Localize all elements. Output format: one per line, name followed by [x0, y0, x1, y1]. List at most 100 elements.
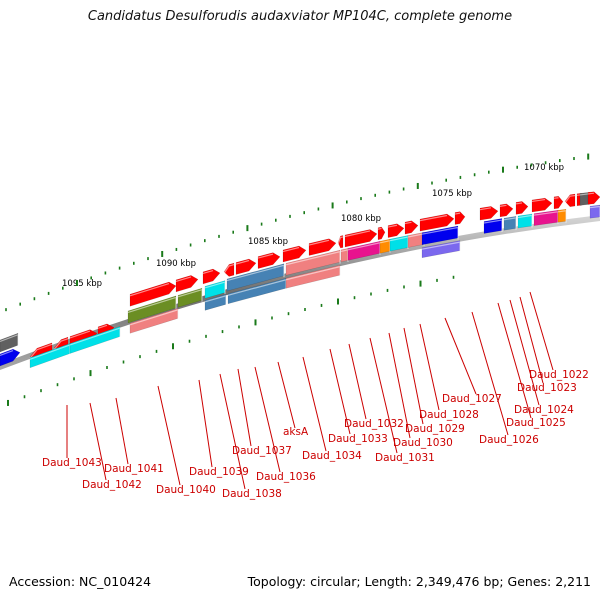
gene-label-daud-1025: Daud_1025 — [506, 417, 566, 429]
gene-forward-shine — [531, 198, 546, 203]
gene-forward-shine — [564, 194, 576, 204]
gene-label-daud-1028: Daud_1028 — [419, 409, 479, 421]
gene-forward — [564, 193, 576, 207]
gene-lane-shine — [53, 338, 69, 351]
gene-label-daud-1029: Daud_1029 — [405, 423, 465, 435]
gene-lane-shine — [204, 281, 226, 295]
gene-forward-shine — [235, 259, 250, 265]
leader-line — [302, 356, 327, 452]
gene-label-daud-1027: Daud_1027 — [442, 393, 502, 405]
gene-label-daud-1031: Daud_1031 — [375, 452, 435, 464]
gene-inner-shine — [204, 295, 227, 306]
gene-label-daud-1040: Daud_1040 — [156, 484, 216, 496]
gene-forward-shine — [499, 204, 507, 207]
gene-label-daud-1038: Daud_1038 — [222, 488, 282, 500]
gene-forward — [515, 201, 529, 215]
gene-label-daud-1024: Daud_1024 — [514, 404, 574, 416]
gene-forward — [377, 226, 386, 241]
ruler-ticks — [5, 153, 590, 406]
gene-lane-shine — [0, 350, 14, 357]
gene-inner-shine — [285, 265, 341, 281]
genome-summary-text: Topology: circular; Length: 2,349,476 bp… — [247, 574, 591, 589]
gene-forward — [479, 206, 499, 221]
leader-line — [277, 361, 296, 429]
leader-line — [157, 385, 181, 486]
leader-line — [471, 311, 509, 436]
gene-lane-shine — [97, 324, 108, 329]
accession-text: Accession: NC_010424 — [9, 574, 152, 589]
gene-label-daud-1034: Daud_1034 — [302, 450, 362, 462]
leader-line — [519, 296, 544, 384]
gene-label-daud-1022: Daud_1022 — [529, 369, 589, 381]
gene-forward-shine — [308, 239, 330, 246]
ruler-label-1090: 1090 kbp — [156, 259, 196, 269]
gene-lane-shine — [177, 288, 203, 302]
gene-lane-shine — [589, 205, 600, 219]
gene-forward-shine — [377, 227, 382, 230]
gene-forward-shine — [202, 269, 214, 274]
gene-forward-shine — [553, 197, 559, 199]
gene-lane-shine — [483, 219, 503, 233]
gene-lane-shine — [127, 296, 177, 314]
gene-label-daud-1041: Daud_1041 — [104, 463, 164, 475]
gene-labels: Daud_1043 Daud_1042 Daud_1041 Daud_1040 … — [42, 369, 589, 500]
gene-lane-shine — [421, 226, 459, 240]
gene-inner-shine — [421, 241, 461, 253]
leader-line — [444, 317, 477, 395]
gene-label-daud-1039: Daud_1039 — [189, 466, 249, 478]
gene-lane-shine — [69, 330, 91, 339]
leader-line — [497, 302, 532, 419]
gene-lane-shine — [517, 214, 533, 228]
gene-label-daud-1023: Daud_1023 — [517, 382, 577, 394]
gene-forward — [404, 220, 419, 235]
leader-line — [369, 337, 398, 454]
leader-line — [348, 343, 367, 420]
gene-label-daud-1036: Daud_1036 — [256, 471, 316, 483]
leader-line — [403, 327, 424, 425]
ruler-label-1075: 1075 kbp — [432, 189, 472, 199]
gene-forward-shine — [404, 221, 412, 225]
leader-line — [329, 348, 351, 435]
leader-line — [419, 323, 440, 411]
gene-forward-shine — [282, 246, 300, 253]
gene-forward — [499, 203, 514, 218]
gene-forward — [531, 197, 553, 213]
gene-forward — [419, 213, 455, 232]
gene-features — [0, 191, 600, 369]
leader-line — [388, 332, 411, 439]
gene-label-daud-1043: Daud_1043 — [42, 457, 102, 469]
gene-lane-shine — [226, 264, 285, 282]
gene-forward — [553, 195, 564, 210]
leader-line — [237, 368, 252, 447]
gene-forward-shine — [344, 230, 371, 238]
leader-line — [529, 291, 554, 371]
gene-forward — [223, 262, 235, 277]
gene-lane-shine — [29, 343, 53, 359]
gene-forward — [587, 191, 600, 205]
leader-line — [89, 402, 107, 481]
gene-label-daud-1026: Daud_1026 — [479, 434, 539, 446]
gene-label-daud-1032: Daud_1032 — [344, 418, 404, 430]
gene-forward — [454, 211, 466, 225]
ruler-label-1085: 1085 kbp — [248, 237, 288, 247]
gene-label-daud-1033: Daud_1033 — [328, 433, 388, 445]
gene-forward-shine — [587, 192, 595, 195]
gene-label-leaders — [66, 291, 554, 490]
ruler-label-1070: 1070 kbp — [524, 163, 564, 173]
gene-label-daud-1037: Daud_1037 — [232, 445, 292, 457]
ruler-label-1080: 1080 kbp — [341, 214, 381, 224]
gene-forward — [387, 223, 405, 238]
gene-forward-shine — [175, 276, 192, 282]
gene-forward — [344, 229, 378, 248]
gene-forward-shine — [454, 212, 461, 215]
leader-line — [115, 397, 129, 465]
gene-forward-shine — [0, 333, 19, 347]
leader-line — [198, 379, 213, 468]
leader-line — [254, 366, 281, 473]
leader-line — [219, 373, 246, 490]
gene-lane-shine — [557, 210, 567, 223]
gene-forward-shine — [129, 282, 170, 297]
gene-lane — [589, 204, 600, 219]
gene-forward-shine — [337, 236, 344, 245]
